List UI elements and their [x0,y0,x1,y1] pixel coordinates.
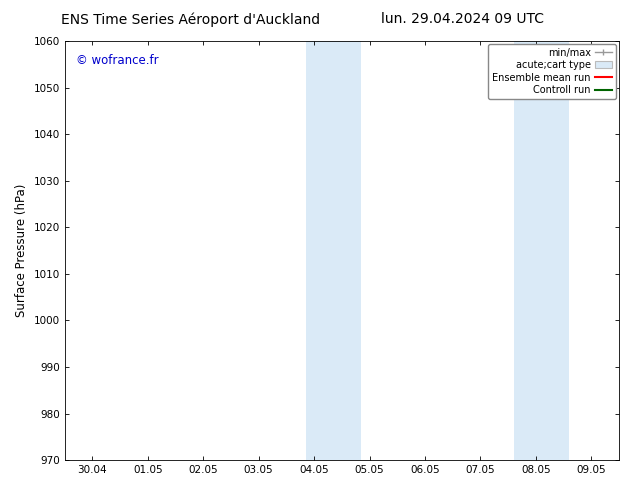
Bar [514,41,541,460]
Bar [306,41,333,460]
Legend: min/max, acute;cart type, Ensemble mean run, Controll run: min/max, acute;cart type, Ensemble mean … [488,44,616,99]
Bar [333,41,361,460]
Text: lun. 29.04.2024 09 UTC: lun. 29.04.2024 09 UTC [381,12,545,26]
Text: © wofrance.fr: © wofrance.fr [75,53,158,67]
Bar [541,41,569,460]
Y-axis label: Surface Pressure (hPa): Surface Pressure (hPa) [15,184,28,318]
Text: ENS Time Series Aéroport d'Auckland: ENS Time Series Aéroport d'Auckland [61,12,320,27]
